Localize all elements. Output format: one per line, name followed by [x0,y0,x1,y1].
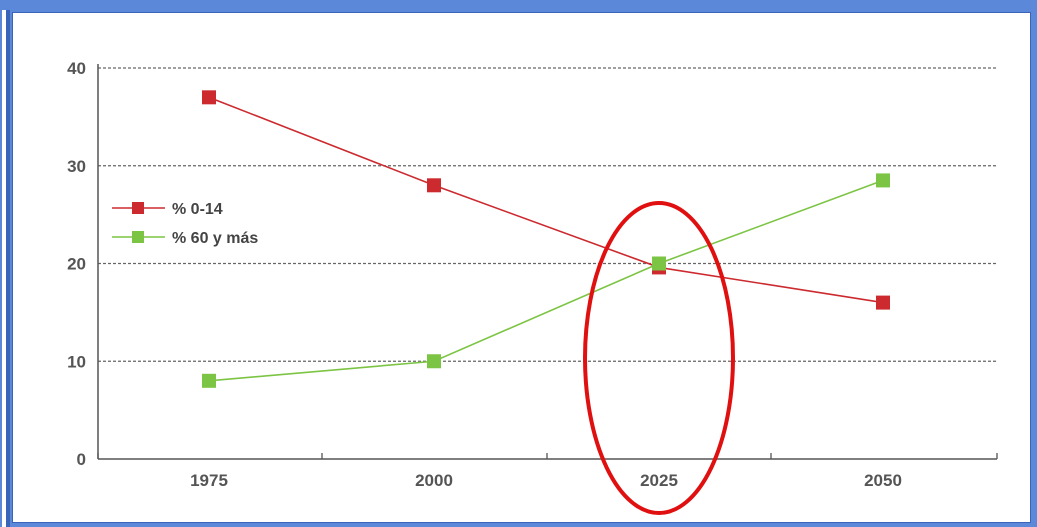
x-tick-label: 1975 [190,471,228,490]
x-tick-label: 2000 [415,471,453,490]
data-point-1-2 [652,256,666,271]
data-point-1-3 [876,173,890,188]
legend-label-0: % 0-14 [172,201,223,218]
y-tick-label: 40 [67,59,86,78]
series-line-0 [208,96,884,304]
y-tick-label: 0 [77,450,86,469]
y-tick-label: 10 [67,352,86,371]
data-point-0-1 [427,178,441,193]
frame-edge [2,10,6,527]
data-point-0-3 [876,295,890,310]
data-point-1-1 [427,354,441,369]
legend-marker-0 [132,202,144,214]
y-axis-ticks: 0 10 20 30 40 [67,59,86,469]
gridlines [98,67,997,362]
data-point-1-0 [202,373,216,388]
axes [97,64,998,460]
legend-label-1: % 60 y más [172,230,258,247]
x-axis-ticks: 1975 2000 2025 2050 [190,471,902,490]
data-point-0-0 [202,90,216,105]
frame-edge-dark [6,10,10,527]
series-markers [202,90,890,388]
series-lines [208,96,884,382]
legend: % 0-14 % 60 y más [112,201,258,247]
x-tick-label: 2025 [640,471,678,490]
y-tick-label: 20 [67,255,86,274]
y-tick-label: 30 [67,157,86,176]
annotation [583,201,735,515]
legend-marker-1 [132,231,144,243]
x-tick-label: 2050 [864,471,902,490]
series-line-1 [208,179,884,382]
chart-panel [12,12,1031,523]
highlight-ellipse [583,201,735,515]
